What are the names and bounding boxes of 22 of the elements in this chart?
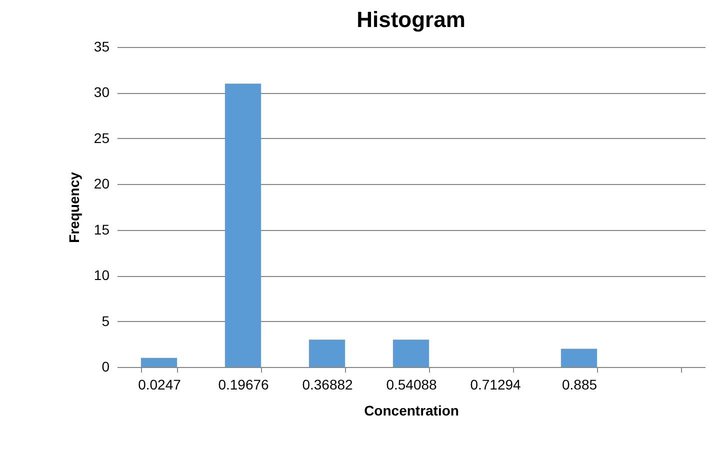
- y-axis-title: Frequency: [66, 172, 82, 243]
- x-tick-label: 0.19676: [218, 376, 270, 392]
- y-tick-label: 5: [102, 312, 110, 329]
- bar: [392, 340, 430, 367]
- bar: [308, 340, 346, 367]
- y-tick-label: 35: [94, 38, 110, 54]
- bar: [140, 358, 178, 367]
- x-tick-label: 0.885: [562, 376, 598, 392]
- x-tick-label: 0.0247: [138, 376, 182, 392]
- y-tick-label: 30: [94, 84, 110, 100]
- chart-title: Histogram: [356, 7, 466, 32]
- x-axis-title: Concentration: [364, 402, 459, 418]
- x-tick-label: 0.71294: [470, 376, 522, 392]
- bar: [224, 84, 262, 367]
- y-tick-label: 25: [94, 130, 110, 146]
- x-tick-label: 0.54088: [386, 376, 438, 392]
- y-tick-label: 20: [94, 176, 110, 192]
- y-tick-label: 15: [94, 221, 110, 238]
- y-tick-label: 0: [102, 358, 110, 374]
- x-tick-label: 0.36882: [302, 376, 354, 392]
- y-tick-label: 10: [94, 267, 110, 284]
- bar: [560, 348, 598, 367]
